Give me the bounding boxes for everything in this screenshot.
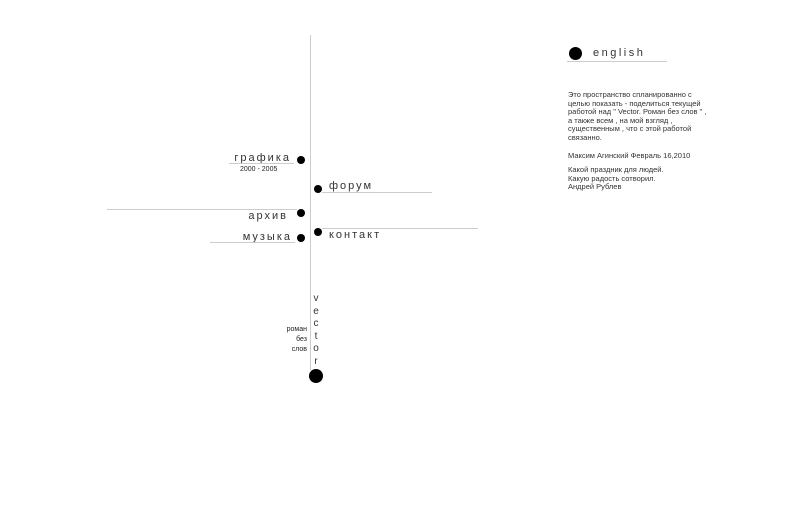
caption-line: роман (286, 326, 307, 333)
bullet-icon (297, 234, 305, 242)
vector-letter: o (313, 343, 319, 354)
bullet-icon (297, 156, 305, 164)
nav-arhiv[interactable]: архив (248, 210, 288, 222)
bullet-icon (314, 228, 322, 236)
divider (229, 163, 294, 164)
divider (322, 228, 478, 229)
about-intro: Это пространство спланированно с целью п… (568, 90, 707, 142)
vector-dot-icon[interactable] (309, 369, 323, 383)
quote-line: Какую радость сотворил. (568, 173, 656, 183)
vector-letter: r (314, 355, 318, 367)
divider (210, 242, 295, 243)
quote-line: Какой праздник для людей. (568, 165, 664, 174)
nav-muzyka[interactable]: музыка (242, 231, 292, 243)
vector-letter: v (313, 293, 319, 304)
vector-letter: c (313, 318, 319, 329)
nav-kontakt[interactable]: контакт (329, 229, 382, 241)
vector-letter: t (314, 330, 318, 342)
about-signature: Максим Агинский Февраль 16,2010 (568, 151, 691, 160)
caption-line: слов (291, 346, 307, 353)
english-dot-icon (569, 47, 582, 60)
divider (322, 192, 432, 193)
vertical-axis-line (310, 35, 311, 370)
bullet-icon (314, 185, 322, 193)
grafika-years: 2000 - 2005 (240, 166, 278, 173)
nav-english[interactable]: english (593, 47, 646, 59)
about-quote: Какой праздник для людей. Какую радость … (568, 165, 708, 192)
bullet-icon (297, 209, 305, 217)
vector-letter: e (313, 305, 319, 317)
quote-line: Андрей Рублев (568, 182, 622, 191)
divider (567, 61, 667, 62)
nav-grafika[interactable]: графика (234, 152, 291, 164)
vector-link[interactable]: v e c t o r (311, 293, 321, 368)
divider (107, 209, 297, 210)
nav-forum[interactable]: форум (329, 180, 374, 192)
vector-caption: роман без слов (287, 325, 307, 355)
caption-line: без (296, 336, 307, 343)
